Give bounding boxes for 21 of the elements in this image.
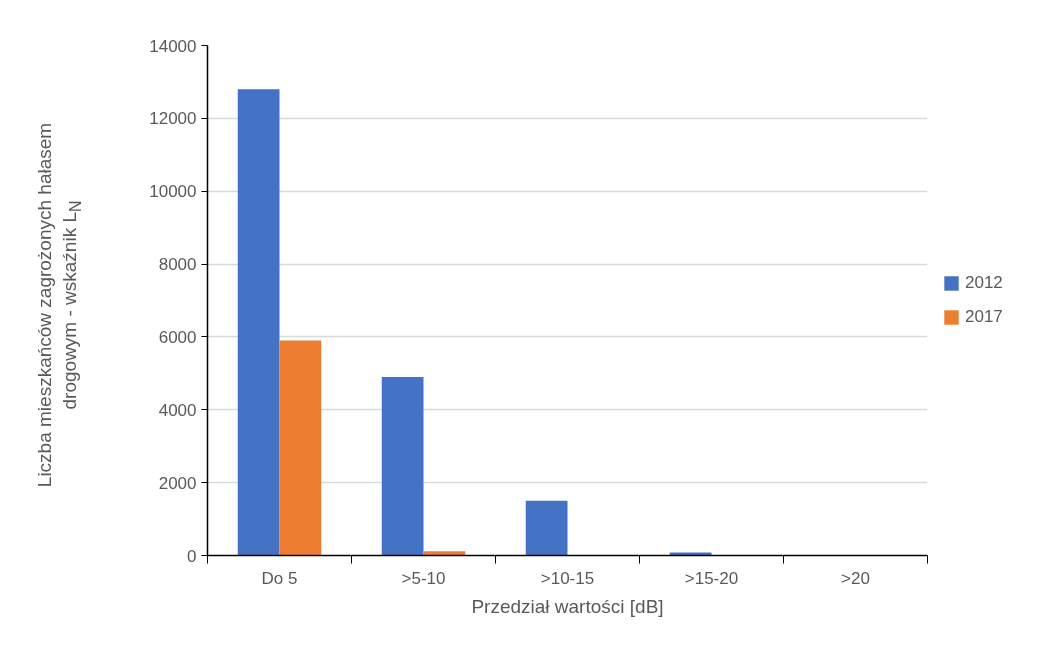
y-tick-label: 6000 [158, 327, 197, 347]
bar [237, 89, 280, 556]
bar [381, 377, 424, 556]
bar [423, 551, 466, 556]
y-tick-label: 2000 [158, 473, 197, 493]
x-tick-label: >5-10 [401, 568, 446, 588]
legend-label: 2017 [965, 307, 1003, 327]
y-tick-label: 4000 [158, 400, 197, 420]
y-tick-label: 10000 [149, 182, 197, 202]
legend-label: 2012 [965, 273, 1003, 293]
x-tick-label: >15-20 [684, 568, 739, 588]
bar [279, 340, 322, 556]
x-tick-label: >10-15 [540, 568, 595, 588]
x-tick-label: >20 [841, 568, 870, 588]
x-tick-label: Do 5 [261, 568, 298, 588]
y-tick-label: 8000 [158, 255, 197, 275]
x-axis-title: Przedział wartości [dB] [471, 595, 664, 617]
y-tick-label: 0 [187, 546, 197, 566]
y-tick-label: 14000 [149, 36, 197, 56]
y-tick-label: 12000 [149, 109, 197, 129]
bar [525, 500, 568, 556]
